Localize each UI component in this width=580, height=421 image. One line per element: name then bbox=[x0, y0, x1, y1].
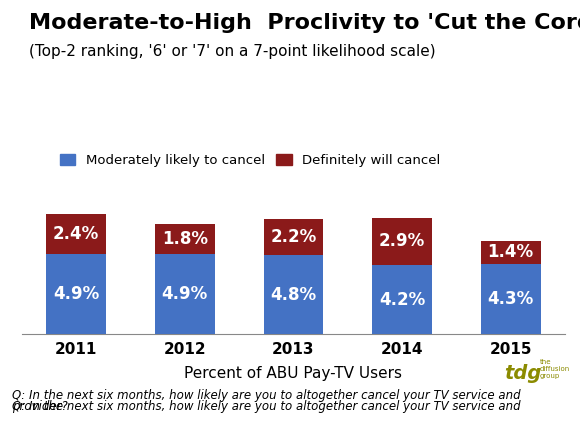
Text: 1.8%: 1.8% bbox=[162, 230, 208, 248]
Text: 4.3%: 4.3% bbox=[488, 290, 534, 308]
Bar bbox=[263, 256, 323, 334]
Text: 4.8%: 4.8% bbox=[270, 286, 317, 304]
Text: Q: In the next six months, how likely are you to altogether cancel your TV servi: Q: In the next six months, how likely ar… bbox=[12, 389, 524, 402]
Bar bbox=[481, 241, 541, 264]
Bar bbox=[263, 219, 323, 256]
Bar bbox=[155, 224, 215, 254]
Text: 2.2%: 2.2% bbox=[270, 228, 317, 246]
Text: 4.2%: 4.2% bbox=[379, 290, 425, 309]
Text: 4.9%: 4.9% bbox=[162, 285, 208, 303]
Legend: Moderately likely to cancel, Definitely will cancel: Moderately likely to cancel, Definitely … bbox=[55, 148, 445, 172]
Bar bbox=[46, 254, 106, 334]
Text: the
diffusion
group: the diffusion group bbox=[539, 359, 570, 379]
X-axis label: Percent of ABU Pay-TV Users: Percent of ABU Pay-TV Users bbox=[184, 366, 403, 381]
Text: (Top-2 ranking, '6' or '7' on a 7-point likelihood scale): (Top-2 ranking, '6' or '7' on a 7-point … bbox=[29, 44, 436, 59]
Bar bbox=[372, 218, 432, 265]
Text: 2.4%: 2.4% bbox=[53, 225, 99, 243]
Text: 1.4%: 1.4% bbox=[488, 243, 534, 261]
Text: provider?: provider? bbox=[12, 400, 67, 413]
Text: 4.9%: 4.9% bbox=[53, 285, 99, 303]
Bar bbox=[46, 214, 106, 254]
Text: Moderate-to-High  Proclivity to 'Cut the Cord' - 2011-2015: Moderate-to-High Proclivity to 'Cut the … bbox=[29, 13, 580, 33]
Text: tdg: tdg bbox=[505, 364, 542, 383]
Bar bbox=[372, 265, 432, 334]
Text: 2.9%: 2.9% bbox=[379, 232, 425, 250]
Bar bbox=[481, 264, 541, 334]
Text: Q: In the next six months, how likely are you to altogether cancel your TV servi: Q: In the next six months, how likely ar… bbox=[12, 400, 524, 413]
Bar bbox=[155, 254, 215, 334]
